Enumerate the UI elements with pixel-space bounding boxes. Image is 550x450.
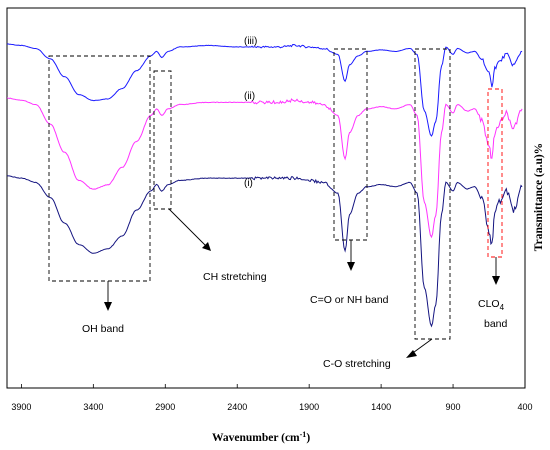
x-tick-label-2400: 2400 (227, 402, 247, 412)
series-label-i: (i) (244, 178, 253, 189)
oh-band-arrowhead (104, 302, 112, 311)
series-line-0 (6, 43, 523, 137)
annotation-oh-band: OH band (48, 55, 151, 335)
annotation-co-nh-band: C=O or NH band (310, 48, 389, 306)
ch-stretching-label: CH stretching (203, 271, 267, 283)
series-label-ii: (ii) (244, 91, 255, 102)
x-tick-label-3400: 3400 (83, 402, 103, 412)
c-o-stretching-label: C-O stretching (323, 358, 391, 370)
series-line-2 (6, 175, 523, 328)
annotation-ch-stretching: CH stretching (153, 70, 267, 283)
oh-band-box (48, 55, 151, 282)
x-tick-label-3900: 3900 (11, 402, 31, 412)
oh-band-label: OH band (82, 323, 124, 335)
spectra (6, 43, 523, 328)
clo4-band-label-2: band (484, 318, 508, 330)
annotation-clo4-band: CLO4 band (478, 88, 508, 330)
c-o-stretching-box (414, 48, 451, 340)
co-nh-band-arrowhead (347, 262, 355, 271)
annotation-c-o-stretching: C-O stretching (323, 48, 451, 370)
x-axis-title: Wavenumber (cm-1) (212, 430, 310, 444)
y-axis-title: Transmittance (a.u)% (533, 143, 545, 251)
series-line-1 (6, 97, 523, 239)
clo4-band-box (487, 88, 503, 258)
x-tick-label-1400: 1400 (371, 402, 391, 412)
x-tick-label-2900: 2900 (155, 402, 175, 412)
clo4-band-arrowhead (492, 276, 500, 285)
co-nh-band-box (333, 48, 368, 241)
clo4-band-label: CLO4 (478, 298, 505, 312)
plot-frame (6, 7, 526, 389)
x-ticks (20, 384, 526, 388)
ch-stretching-arrow (168, 208, 209, 249)
x-tick-label-900: 900 (446, 402, 461, 412)
ch-stretching-arrowhead (202, 242, 211, 251)
ch-stretching-box (153, 70, 172, 210)
x-tick-label-400: 400 (517, 402, 532, 412)
co-nh-band-label: C=O or NH band (310, 294, 389, 306)
x-tick-label-1900: 1900 (299, 402, 319, 412)
series-label-iii: (iii) (244, 36, 257, 47)
x-tick-labels: 3900 3400 2900 2400 1900 1400 900 400 (11, 402, 532, 412)
c-o-stretching-arrowhead (406, 350, 417, 358)
